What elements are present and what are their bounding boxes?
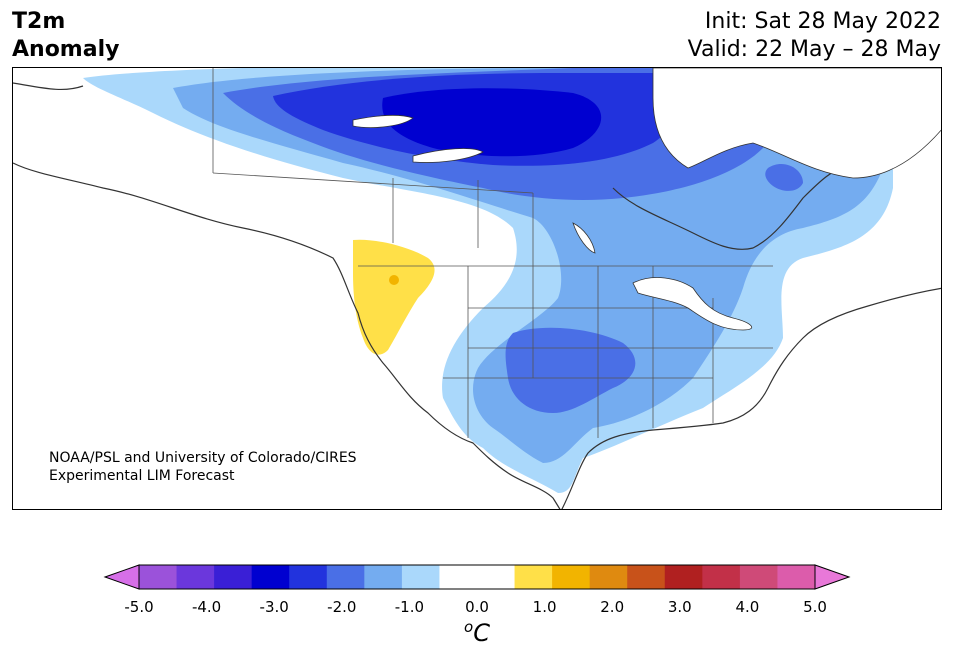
colorbar-segment: [289, 565, 328, 589]
anomaly-band-plus-0_5: [353, 239, 435, 355]
colorbar-tick-label: 5.0: [803, 598, 827, 616]
title-line-2: Anomaly: [12, 37, 120, 62]
lake-winnipeg: [572, 222, 596, 254]
colorbar-left-extend: [103, 564, 140, 590]
colorbar-tick-label: -5.0: [124, 598, 154, 616]
map-canvas: [13, 68, 941, 509]
colorbar-outline: [138, 564, 816, 590]
anomaly-shading: [83, 68, 893, 493]
unit-text: C: [473, 619, 490, 647]
title-line-1: T2m: [12, 9, 66, 34]
colorbar-segment: [439, 565, 478, 589]
colorbar-segment: [214, 565, 253, 589]
state-borders: [212, 68, 773, 438]
colorbar-right-extend: [814, 564, 851, 590]
credit-text: NOAA/PSL and University of Colorado/CIRE…: [49, 449, 357, 485]
init-date: Init: Sat 28 May 2022: [704, 9, 941, 34]
great-lakes: [632, 277, 753, 331]
colorbar-segment: [326, 565, 365, 589]
great-slave-lake: [352, 114, 414, 128]
colorbar-tick-label: 2.0: [600, 598, 625, 616]
colorbar: [103, 564, 851, 590]
colorbar-segment: [702, 565, 741, 589]
coastlines: [13, 82, 941, 509]
colorbar-segment: [589, 565, 628, 589]
water-bodies: [352, 68, 941, 331]
anomaly-band-minus-2_5: [382, 88, 602, 157]
colorbar-tick-label: -3.0: [259, 598, 289, 616]
colorbar-segment: [251, 565, 290, 589]
credit-line-1: NOAA/PSL and University of Colorado/CIRE…: [49, 450, 357, 466]
colorbar-tick-label: -1.0: [394, 598, 425, 616]
colorbar-tick-label: 1.0: [532, 598, 557, 616]
colorbar-segment: [739, 565, 778, 589]
colorbar-segment: [477, 565, 516, 589]
colorbar-tick-label: 0.0: [465, 598, 489, 616]
colorbar-segment: [777, 565, 816, 589]
anomaly-band-plus-1_0: [389, 275, 399, 285]
colorbar-tick-label: 3.0: [667, 598, 692, 616]
credit-line-2: Experimental LIM Forecast: [49, 468, 235, 484]
degree-symbol: o: [464, 618, 474, 636]
colorbar-segments: [139, 565, 816, 589]
colorbar-tick-label: -2.0: [327, 598, 357, 616]
forecast-dates: Init: Sat 28 May 2022 Valid: 22 May – 28…: [688, 8, 941, 64]
colorbar-segment: [664, 565, 703, 589]
valid-range: Valid: 22 May – 28 May: [687, 37, 941, 62]
anomaly-map: [12, 67, 942, 510]
colorbar-segment: [176, 565, 215, 589]
anomaly-band-minus-1_5-hudson: [765, 163, 803, 191]
hudson-bay: [652, 68, 941, 179]
great-bear-lake: [412, 148, 484, 163]
colorbar-segment: [364, 565, 403, 589]
map-title: T2m Anomaly: [12, 8, 119, 64]
colorbar-segment: [514, 565, 553, 589]
colorbar-segment: [627, 565, 666, 589]
colorbar-segment: [552, 565, 591, 589]
unit-label: oC: [464, 618, 490, 647]
colorbar-tick-label: 4.0: [735, 598, 760, 616]
colorbar-segment: [139, 565, 178, 589]
anomaly-band-minus-1_5-central: [505, 327, 636, 413]
colorbar-tick-label: -4.0: [191, 598, 222, 616]
colorbar-segment: [401, 565, 440, 589]
